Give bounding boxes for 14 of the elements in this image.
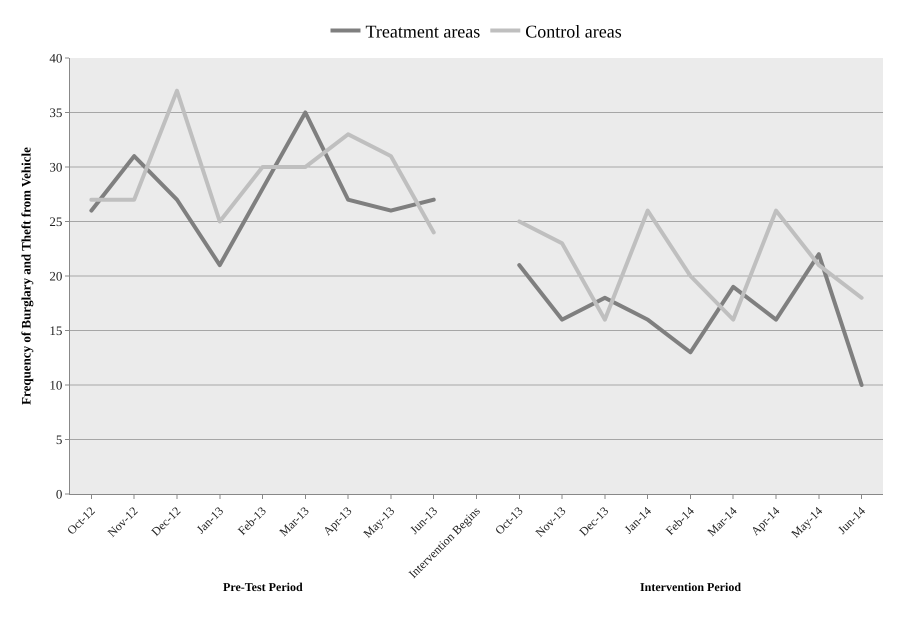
y-tick-label: 10 — [49, 378, 62, 393]
y-tick-label: 15 — [49, 323, 62, 338]
y-tick-label: 25 — [49, 214, 62, 230]
y-tick-label: 35 — [49, 105, 62, 120]
text: Intervention Period — [640, 580, 742, 594]
y-tick-label: 0 — [56, 486, 62, 502]
y-tick-label: 5 — [56, 432, 62, 448]
y-tick-label: 40 — [49, 50, 62, 66]
y-axis-title: Frequency of Burglary and Theft from Vehicle — [18, 146, 34, 405]
y-tick-label: 30 — [49, 160, 62, 175]
legend-label: Treatment areas — [366, 22, 480, 42]
legend-label: Control areas — [525, 22, 622, 42]
y-tick-label: 20 — [49, 268, 62, 284]
text: Pre-Test Period — [223, 580, 303, 594]
